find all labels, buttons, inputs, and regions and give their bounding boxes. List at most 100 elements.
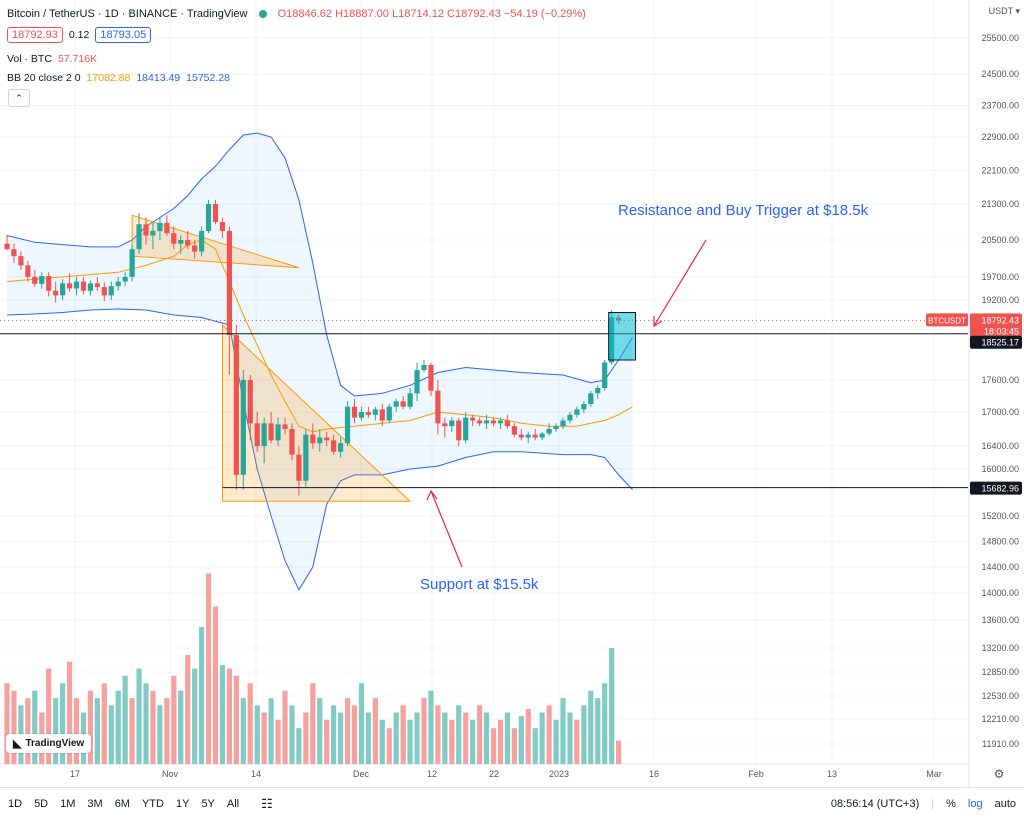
candle-body: [588, 393, 594, 404]
volume-bar: [400, 705, 406, 764]
clock-display[interactable]: 08:56:14 (UTC+3): [830, 798, 920, 810]
timeframe-button-3m[interactable]: 3M: [87, 798, 103, 810]
timeframe-button-6m[interactable]: 6M: [114, 798, 130, 810]
candle-body: [331, 440, 337, 452]
candle-body: [66, 283, 73, 289]
timeframe-button-ytd[interactable]: YTD: [141, 798, 164, 810]
volume-bar: [609, 648, 615, 764]
volume-bar: [66, 661, 73, 764]
bb-upper-value: 18413.49: [136, 72, 181, 84]
volume-bar: [560, 698, 566, 764]
support-arrow: [430, 490, 463, 568]
candle-body: [407, 393, 413, 407]
candle-body: [143, 224, 149, 236]
currency-selector[interactable]: USDT ▾: [988, 6, 1020, 16]
timeframe-button-5y[interactable]: 5Y: [201, 798, 215, 810]
candle-body: [219, 222, 226, 231]
volume-bar: [4, 683, 10, 764]
candle-body: [595, 388, 601, 394]
candle-body: [532, 434, 538, 438]
log-toggle[interactable]: log: [967, 798, 983, 810]
volume-bar: [546, 705, 552, 764]
volume-bar: [136, 668, 142, 764]
volume-bar: [338, 712, 344, 764]
volume-bar: [393, 712, 399, 764]
chevron-up-icon[interactable]: ⌃: [8, 89, 30, 107]
volume-bar: [365, 712, 371, 764]
candle-body: [11, 249, 17, 257]
candle-body: [324, 437, 330, 441]
bid-price[interactable]: 18792.93: [7, 27, 63, 43]
support-price-label: 15682.96: [981, 484, 1019, 494]
time-tick-label: 13: [827, 769, 837, 779]
resistance-arrow-head: [653, 316, 663, 328]
gear-icon[interactable]: ⚙: [994, 767, 1005, 781]
volume-bar: [324, 719, 330, 764]
volume-bar: [456, 705, 462, 764]
volume-bar: [25, 698, 31, 764]
bb-lower-value: 15752.28: [186, 72, 230, 84]
volume-bar: [53, 698, 59, 764]
volume-bar: [372, 698, 378, 764]
volume-bar: [275, 719, 281, 764]
percent-toggle[interactable]: %: [946, 798, 956, 810]
volume-bar: [122, 675, 128, 764]
timeframe-button-1y[interactable]: 1Y: [175, 798, 190, 810]
time-axis[interactable]: 17 Nov 14 Dec 12 22 2023 16 Feb 13 Mar ⚙: [70, 767, 1004, 781]
volume-bar: [157, 705, 163, 764]
candle-body: [18, 256, 24, 266]
resistance-arrow: [653, 239, 707, 327]
candle-body: [129, 249, 135, 277]
market-status-icon: [258, 10, 267, 19]
timeframe-list: 1D 5D 1M 3M 6M YTD 1Y 5Y All: [8, 798, 239, 810]
support-price-tag: [970, 481, 1022, 495]
price-tick-label: 19200.00: [981, 295, 1019, 305]
tradingview-logo[interactable]: ◣ TradingView: [6, 734, 92, 753]
candlesticks: [4, 199, 622, 496]
candle-body: [546, 429, 552, 434]
volume-bar: [463, 712, 469, 764]
candle-body: [150, 231, 156, 236]
price-axis[interactable]: 25500.00 24500.00 23700.00 22900.00 22100.00…: [981, 33, 1019, 749]
timeframe-button-1m[interactable]: 1M: [60, 798, 76, 810]
candle-body: [449, 420, 455, 427]
candle-body: [303, 434, 309, 481]
symbol-title[interactable]: Bitcoin / TetherUS · 1D · BINANCE · Trad…: [7, 8, 248, 20]
timeframe-button-1d[interactable]: 1D: [8, 798, 23, 810]
volume-bar: [435, 705, 441, 764]
time-tick-label: 17: [70, 769, 80, 779]
candle-body: [379, 409, 385, 421]
bb-basis-value: 17082.88: [86, 72, 131, 84]
ask-price[interactable]: 18793.05: [95, 27, 152, 43]
volume-bar: [11, 690, 17, 764]
volume-bar: [87, 690, 93, 764]
volume-bar: [192, 668, 198, 764]
volume-bar: [73, 698, 80, 764]
support-annotation: Support at $15.5k: [420, 576, 539, 593]
candle-body: [171, 233, 177, 244]
price-tick-label: 19700.00: [981, 272, 1019, 282]
volume-bar: [449, 719, 455, 764]
price-tick-label: 16400.00: [981, 441, 1019, 451]
timeframe-button-5d[interactable]: 5D: [34, 798, 49, 810]
volume-bar: [518, 716, 524, 764]
bb-legend[interactable]: BB 20 close 2 0 17082.88 18413.49 15752.…: [7, 72, 230, 84]
price-tick-label: 21300.00: [981, 199, 1019, 209]
auto-toggle[interactable]: auto: [994, 798, 1016, 810]
volume-bar: [358, 683, 365, 764]
volume-bar: [233, 675, 239, 764]
timeframe-button-all[interactable]: All: [226, 798, 240, 810]
resistance-highlight-box[interactable]: [608, 312, 637, 361]
volume-bar: [94, 698, 100, 764]
resistance-price-tag: [970, 335, 1022, 349]
candle-body: [46, 276, 52, 291]
candle-body: [358, 412, 365, 418]
volume-legend[interactable]: Vol · BTC 57.716K: [7, 53, 97, 65]
candle-body: [80, 281, 87, 291]
candle-body: [226, 231, 232, 335]
candle-body: [581, 404, 587, 410]
price-tick-label: 15200.00: [981, 511, 1019, 521]
calendar-range-icon[interactable]: ☷: [261, 796, 273, 811]
price-tick-label: 17600.00: [981, 375, 1019, 385]
